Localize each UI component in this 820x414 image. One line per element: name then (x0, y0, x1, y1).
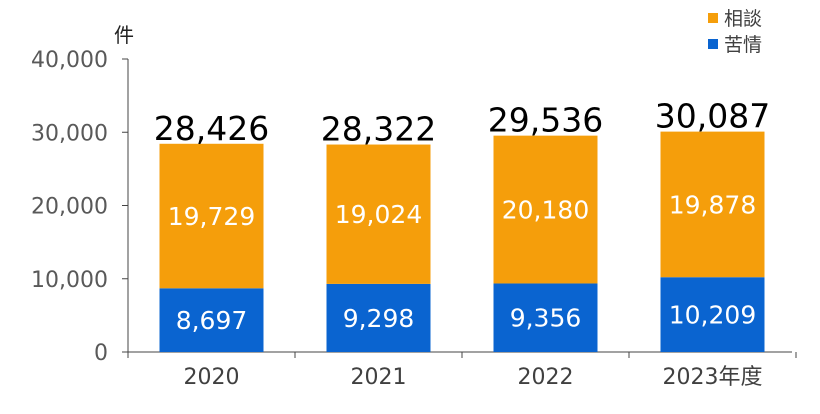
total-label: 30,087 (655, 97, 770, 136)
bar-sodan-2 (326, 144, 431, 284)
legend-label: 相談 (724, 8, 762, 30)
x-tick-label: 2021 (351, 365, 407, 390)
bar-sodan-4 (660, 131, 765, 278)
data-label: 19,729 (168, 202, 255, 231)
bar-sodan-1 (159, 143, 264, 289)
y-axis-unit: 件 (114, 23, 134, 47)
bar-kujo-4 (660, 277, 765, 352)
y-tick-label: 20,000 (31, 195, 108, 220)
y-tick-label: 40,000 (31, 48, 108, 73)
legend-swatch (708, 13, 718, 23)
x-tick-label: 2020 (184, 365, 240, 390)
legend-label: 苦情 (724, 34, 762, 56)
bar-kujo-3 (493, 283, 598, 352)
x-tick-label: 2023年度 (663, 365, 763, 390)
x-axis: 2020 2021 2022 2023年度 (127, 351, 797, 390)
data-label: 19,024 (335, 200, 422, 229)
bar-sodan-3 (493, 135, 598, 284)
data-label: 9,356 (510, 304, 582, 333)
data-label: 8,697 (176, 306, 248, 335)
bars: 8,697 19,729 28,426 9,298 19,024 28,322 9,356 2… (154, 97, 770, 352)
y-tick-label: 0 (94, 341, 108, 366)
y-tick-label: 30,000 (31, 121, 108, 146)
bar-kujo-2 (326, 283, 431, 352)
bar-kujo-1 (159, 288, 264, 352)
total-label: 28,322 (321, 110, 436, 149)
legend-swatch (708, 39, 718, 49)
data-label: 20,180 (502, 196, 589, 225)
x-tick-label: 2022 (518, 365, 574, 390)
y-axis: 0 10,000 20,000 30,000 40,000 (31, 48, 129, 366)
data-label: 19,878 (669, 190, 756, 219)
y-tick-label: 10,000 (31, 268, 108, 293)
total-label: 29,536 (488, 101, 603, 140)
data-label: 10,209 (669, 301, 756, 330)
total-label: 28,426 (154, 109, 269, 148)
data-label: 9,298 (343, 304, 415, 333)
